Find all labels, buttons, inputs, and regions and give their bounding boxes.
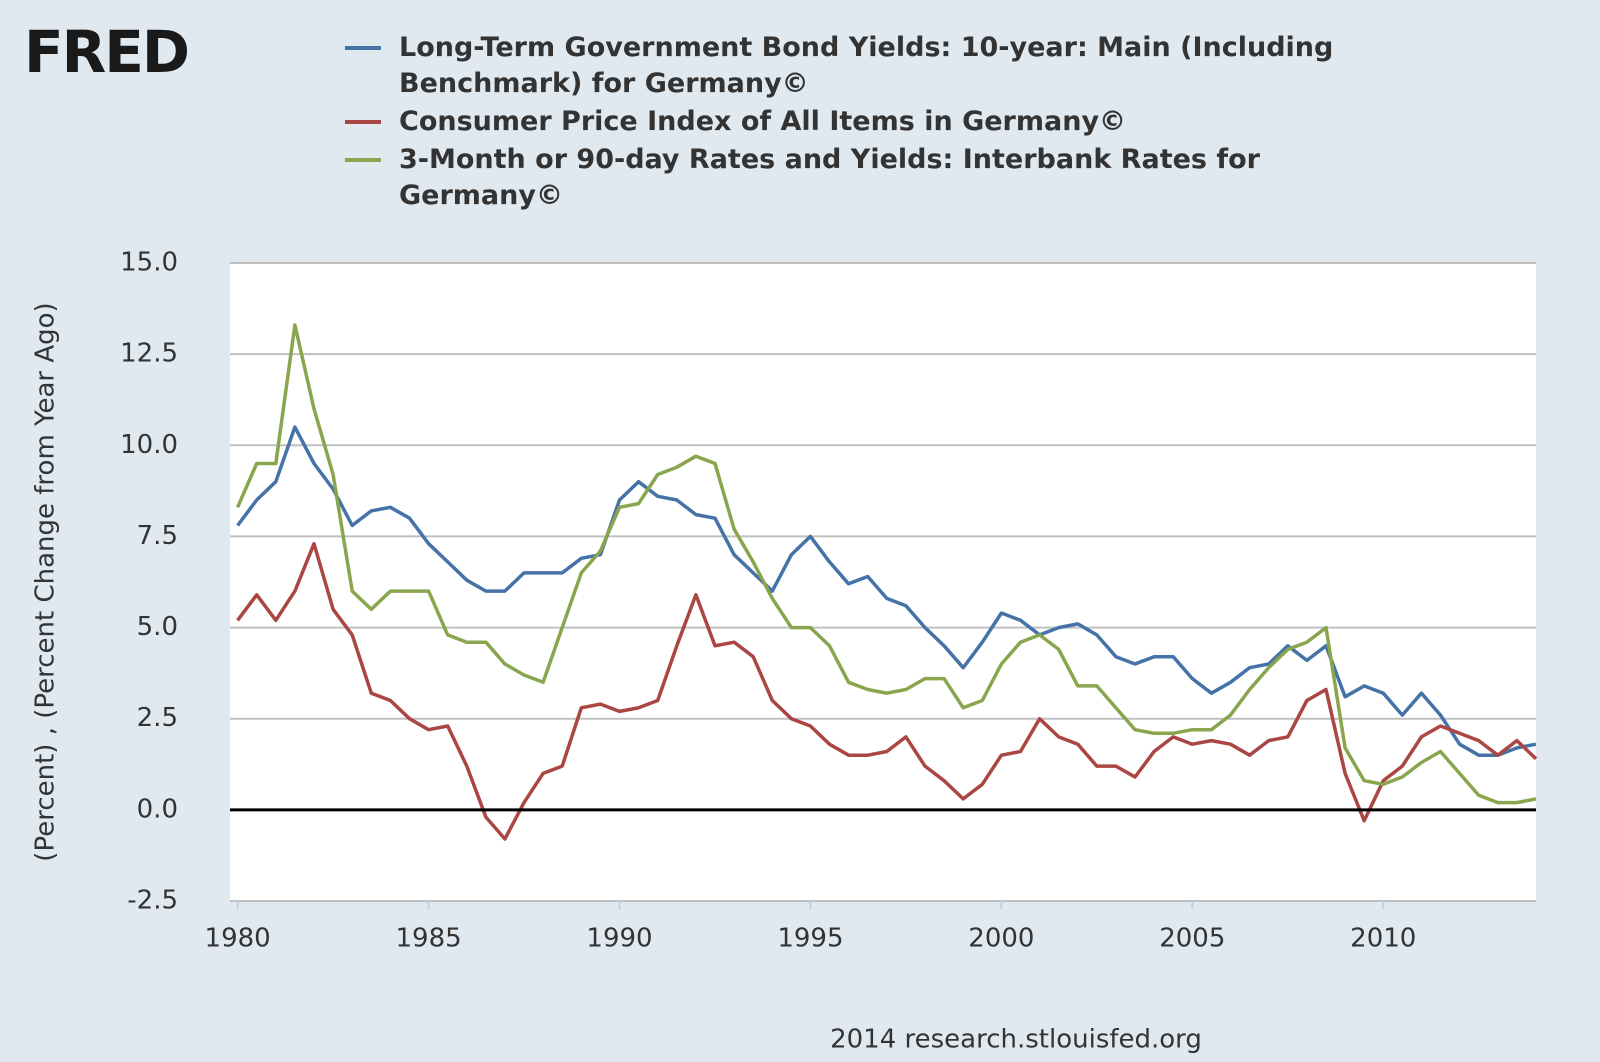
x-tick-label: 2005 xyxy=(1159,924,1225,954)
legend-label: Consumer Price Index of All Items in Ger… xyxy=(399,106,1127,137)
source: 2014 research.stlouisfed.org xyxy=(830,1025,1202,1055)
y-tick-label: 10.0 xyxy=(120,430,178,460)
series-line xyxy=(236,425,1537,757)
y-tick-label: 5.0 xyxy=(137,612,178,642)
series-line xyxy=(236,541,1538,841)
y-tick-label: 12.5 xyxy=(120,339,178,369)
x-tick-label: 2010 xyxy=(1350,924,1416,954)
legend-swatch xyxy=(345,158,381,162)
x-tick-label: 1985 xyxy=(395,924,461,954)
y-tick-label: -2.5 xyxy=(127,886,178,916)
legend-swatch xyxy=(345,120,381,124)
x-tick-label: 2000 xyxy=(968,924,1034,954)
legend-entry: Consumer Price Index of All Items in Ger… xyxy=(345,104,1425,140)
x-tick-label: 1990 xyxy=(586,924,652,954)
y-tick-label: 7.5 xyxy=(137,521,178,551)
legend-swatch xyxy=(345,46,381,50)
plot-area xyxy=(230,263,1536,901)
legend: Long-Term Government Bond Yields: 10-yea… xyxy=(345,30,1425,216)
legend-label: Long-Term Government Bond Yields: 10-yea… xyxy=(399,32,1334,99)
logo: FRED xyxy=(24,18,190,86)
legend-label: 3-Month or 90-day Rates and Yields: Inte… xyxy=(399,144,1260,211)
x-tick-label: 1980 xyxy=(205,924,271,954)
legend-entry: 3-Month or 90-day Rates and Yields: Inte… xyxy=(345,142,1425,214)
y-tick-label: 2.5 xyxy=(137,703,178,733)
x-tick-label: 1995 xyxy=(777,924,843,954)
legend-entry: Long-Term Government Bond Yields: 10-yea… xyxy=(345,30,1425,102)
y-tick-label: 15.0 xyxy=(120,248,178,278)
y-axis-label: (Percent) , (Percent Change from Year Ag… xyxy=(31,302,61,861)
series-line xyxy=(235,323,1537,805)
y-tick-label: 0.0 xyxy=(137,794,178,824)
